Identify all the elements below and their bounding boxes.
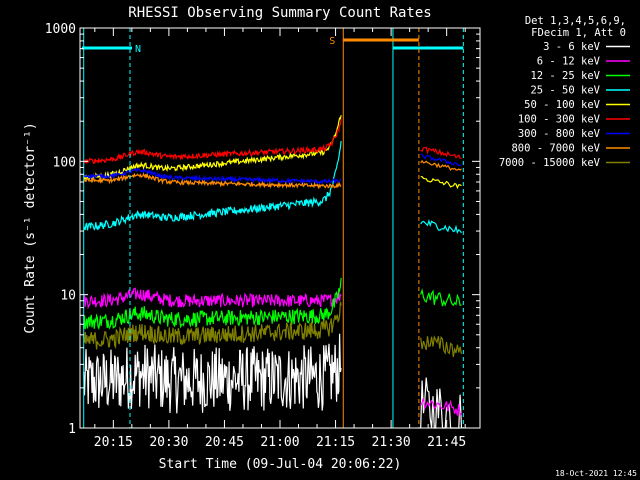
y-tick-label: 1 xyxy=(68,422,76,437)
y-tick-label: 100 xyxy=(53,155,76,170)
series-line xyxy=(420,288,462,307)
chart-title: RHESSI Observing Summary Count Rates xyxy=(128,5,431,21)
legend-label: 300 - 800 keV xyxy=(518,128,601,140)
series-25-50keV xyxy=(83,140,462,235)
y-tick-label: 1000 xyxy=(45,22,76,37)
x-tick-label: 21:00 xyxy=(260,435,299,450)
series-100-300keV xyxy=(83,119,462,165)
series-line xyxy=(420,398,463,418)
x-axis-label: Start Time (09-Jul-04 20:06:22) xyxy=(159,457,402,472)
legend-label: 800 - 7000 keV xyxy=(511,143,600,155)
plot-area: NS xyxy=(82,28,464,429)
series-line xyxy=(83,119,342,165)
series-800-7000keV xyxy=(83,159,462,190)
legend-label: 25 - 50 keV xyxy=(530,85,600,97)
legend-label: 100 - 300 keV xyxy=(518,114,601,126)
series-6-12keV xyxy=(83,287,463,418)
series-line xyxy=(420,146,462,159)
series-line xyxy=(83,140,342,231)
axes: 1 10 100 1000 20:15 20:30 20:45 21:00 21:15 21:30… xyxy=(45,22,481,450)
y-axis-label: Count Rate (s⁻¹ detector⁻¹) xyxy=(23,122,38,333)
legend-header: Det 1,3,4,5,6,9, xyxy=(525,15,626,27)
saa-label: S xyxy=(329,36,335,47)
series-line xyxy=(420,159,462,172)
x-tick-label: 20:45 xyxy=(205,435,244,450)
legend-label: 50 - 100 keV xyxy=(524,99,601,111)
x-tick-label: 20:30 xyxy=(149,435,188,450)
series-line xyxy=(83,333,342,414)
legend: Det 1,3,4,5,6,9,FDecim 1, Att 0 3 - 6 keV… xyxy=(499,15,630,169)
series-line xyxy=(420,153,462,167)
x-tick-label: 21:15 xyxy=(316,435,355,450)
series-12-25keV xyxy=(83,277,462,331)
series-7000-15000keV xyxy=(83,301,463,357)
series-line xyxy=(420,176,462,190)
legend-label: 6 - 12 keV xyxy=(537,56,601,68)
legend-label: 3 - 6 keV xyxy=(543,41,601,53)
legend-header: FDecim 1, Att 0 xyxy=(531,27,626,39)
series-line xyxy=(83,172,342,190)
night-label: N xyxy=(135,44,141,55)
x-tick-label: 21:45 xyxy=(427,435,466,450)
series-line xyxy=(420,335,463,357)
series-line xyxy=(83,301,342,350)
x-tick-label: 20:15 xyxy=(94,435,133,450)
series-line xyxy=(420,219,462,235)
series-line xyxy=(83,167,342,186)
x-tick-label: 21:30 xyxy=(372,435,411,450)
footer-date: 18-Oct-2021 12:45 xyxy=(555,469,637,478)
legend-label: 12 - 25 keV xyxy=(530,70,600,82)
series-line xyxy=(83,115,342,183)
series-300-800keV xyxy=(83,153,462,186)
series-50-100keV xyxy=(83,115,462,190)
series-line xyxy=(83,287,342,310)
legend-label: 7000 - 15000 keV xyxy=(499,157,601,169)
series-line xyxy=(83,277,342,331)
y-tick-label: 10 xyxy=(60,289,76,304)
